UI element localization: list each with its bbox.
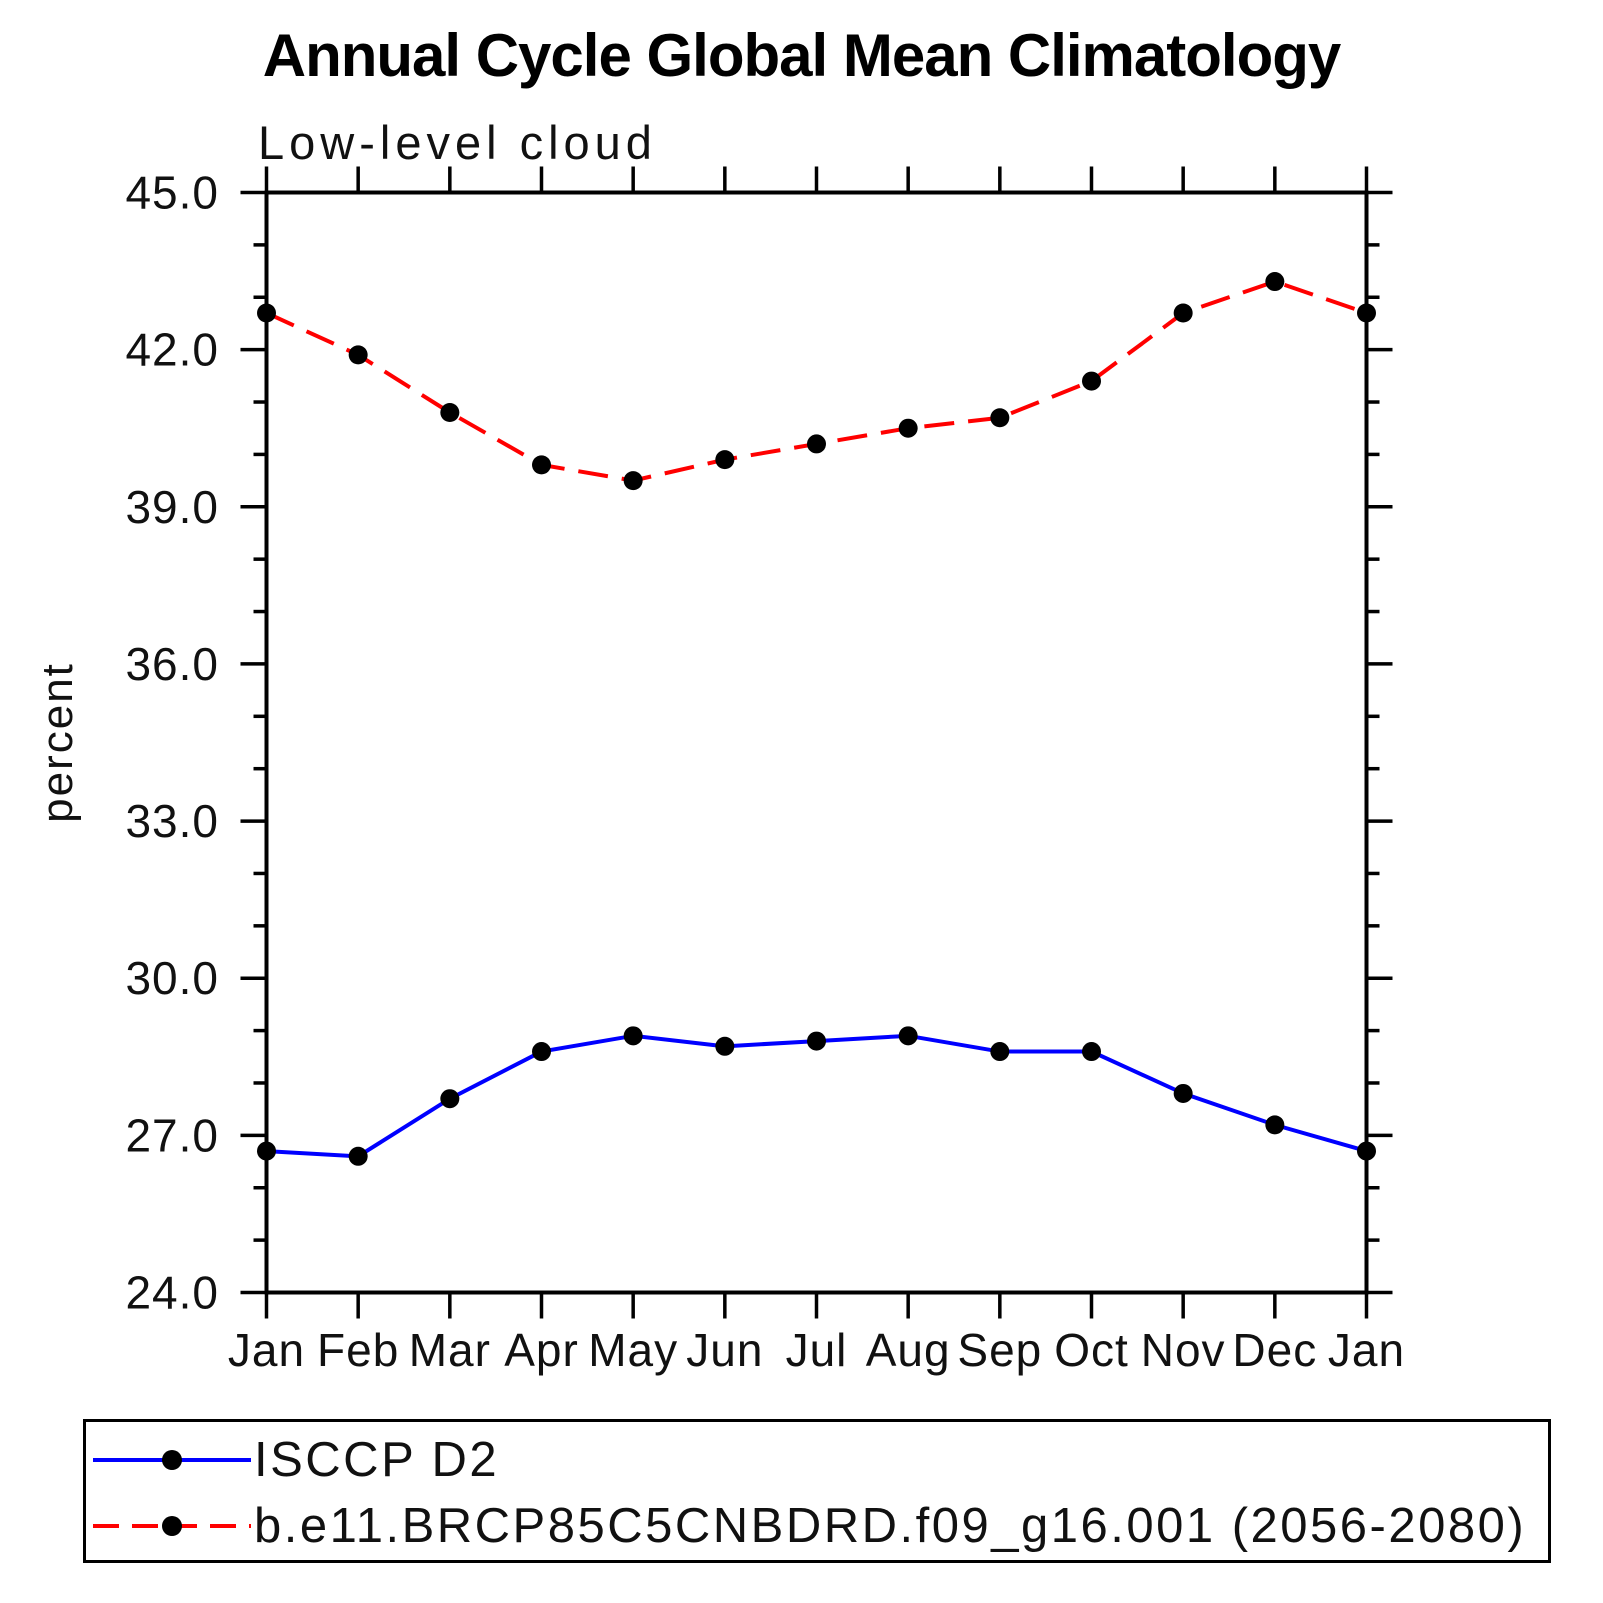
- y-tick-label: 42.0: [125, 324, 219, 376]
- y-axis-label: percent: [33, 662, 82, 823]
- data-point-marker: [715, 450, 735, 470]
- y-tick-label: 30.0: [125, 952, 219, 1004]
- y-tick-label: 33.0: [125, 795, 219, 847]
- chart-subtitle: Low-level cloud: [258, 116, 657, 169]
- data-point-marker: [348, 1146, 368, 1166]
- data-point-marker: [990, 1042, 1010, 1062]
- legend-box: ISCCP D2 b.e11.BRCP85C5CNBDRD.f09_g16.00…: [83, 1419, 1551, 1563]
- series-marker-dot-icon: [162, 1450, 182, 1470]
- data-point-marker: [1265, 1115, 1285, 1135]
- chart-title: Annual Cycle Global Mean Climatology: [262, 22, 1342, 89]
- x-tick-label: May: [588, 1324, 678, 1376]
- data-point-marker: [1082, 371, 1101, 391]
- x-tick-label: Mar: [409, 1324, 491, 1376]
- data-point-marker: [990, 408, 1010, 428]
- x-tick-label: Nov: [1141, 1324, 1226, 1376]
- y-tick-label: 27.0: [125, 1109, 219, 1161]
- legend-label: ISCCP D2: [254, 1433, 500, 1487]
- data-point-marker: [532, 455, 551, 475]
- data-point-marker: [348, 345, 368, 365]
- data-point-marker: [898, 418, 918, 438]
- data-point-marker: [1357, 303, 1376, 323]
- data-point-marker: [715, 1036, 735, 1056]
- x-tick-label: Jan: [1328, 1324, 1405, 1376]
- data-point-marker: [1173, 303, 1193, 323]
- x-tick-label: Oct: [1054, 1324, 1129, 1376]
- data-point-marker: [807, 1031, 826, 1051]
- x-tick-label: Feb: [317, 1324, 399, 1376]
- legend-label: b.e11.BRCP85C5CNBDRD.f09_g16.001 (2056-2…: [254, 1499, 1527, 1553]
- data-point-marker: [623, 471, 643, 491]
- data-point-marker: [257, 303, 276, 323]
- x-tick-label: Jun: [686, 1324, 763, 1376]
- data-point-marker: [440, 1089, 460, 1109]
- data-point-marker: [1357, 1141, 1376, 1161]
- x-tick-label: Jan: [228, 1324, 305, 1376]
- data-point-marker: [1173, 1083, 1193, 1103]
- data-point-marker: [1082, 1042, 1101, 1062]
- y-tick-label: 36.0: [125, 638, 219, 690]
- data-point-marker: [532, 1042, 551, 1062]
- data-point-marker: [1265, 272, 1285, 292]
- data-point-marker: [440, 403, 460, 422]
- data-point-marker: [898, 1026, 918, 1046]
- data-point-marker: [257, 1141, 276, 1161]
- x-tick-label: Apr: [504, 1324, 579, 1376]
- legend-item: ISCCP D2: [86, 1433, 500, 1487]
- y-tick-label: 24.0: [125, 1267, 219, 1319]
- y-tick-label: 45.0: [125, 167, 219, 219]
- legend-swatch: [93, 1450, 251, 1470]
- x-tick-label: Dec: [1232, 1324, 1317, 1376]
- series-marker-dot-icon: [162, 1516, 182, 1536]
- x-tick-label: Sep: [957, 1324, 1042, 1376]
- legend-swatch: [93, 1516, 251, 1536]
- y-tick-label: 39.0: [125, 481, 219, 533]
- x-tick-label: Jul: [786, 1324, 848, 1376]
- legend-item: b.e11.BRCP85C5CNBDRD.f09_g16.001 (2056-2…: [86, 1499, 1527, 1553]
- x-tick-label: Aug: [866, 1324, 951, 1376]
- series-line: [266, 1033, 1368, 1159]
- data-point-marker: [623, 1026, 643, 1046]
- data-point-marker: [807, 434, 826, 454]
